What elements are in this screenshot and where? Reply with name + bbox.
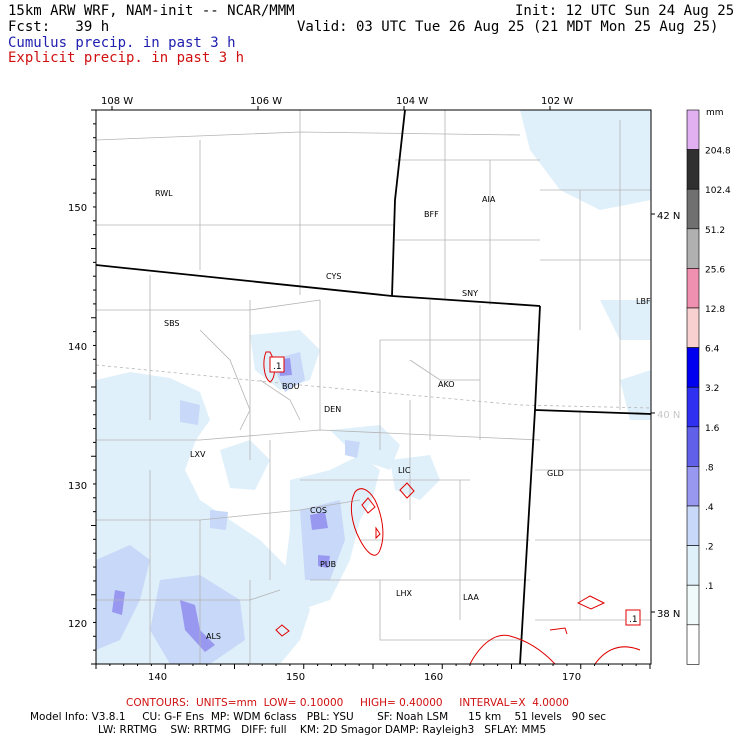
station-label: RWL [155, 189, 173, 198]
colorbar-label: .1 [705, 582, 714, 592]
grid-y-label: 150 [68, 203, 87, 214]
model-physics: LW: RRTMG SW: RRTMG DIFF: full KM: 2D Sm… [98, 724, 547, 736]
colorbar-label: 1.6 [705, 424, 720, 434]
lon-label: 108 W [101, 96, 133, 107]
station-label: GLD [547, 469, 564, 478]
station-label: LXV [190, 450, 206, 459]
colorbar-swatch [686, 347, 700, 388]
colorbar-label: 3.2 [705, 384, 719, 394]
colorbar-label: .2 [705, 543, 714, 553]
colorbar-label: 102.4 [705, 186, 731, 196]
station-label: AKO [438, 380, 455, 389]
station-label: ALS [206, 632, 221, 641]
colorbar-swatch [686, 109, 700, 150]
lat-label: 42 N [657, 211, 680, 222]
lat-label: 38 N [657, 609, 680, 620]
contour-label: .1 [273, 362, 282, 372]
grid-y-label: 130 [68, 481, 87, 492]
colorbar [686, 109, 700, 665]
station-label: DEN [324, 405, 341, 414]
init-time: Init: 12 UTC Sun 24 Aug 25 [515, 3, 735, 19]
station-label: LBF [636, 297, 651, 306]
station-label: SBS [164, 319, 180, 328]
grid-x-label: 140 [148, 672, 167, 683]
colorbar-swatch [686, 584, 700, 626]
grid-y-label: 120 [68, 619, 87, 630]
cumulus-legend: Cumulus precip. in past 3 h [8, 35, 236, 51]
station-label: LHX [396, 589, 412, 598]
grid-x-label: 160 [424, 672, 443, 683]
contour-info: CONTOURS: UNITS=mm LOW= 0.10000 HIGH= 0.… [126, 697, 569, 709]
colorbar-label: 51.2 [705, 226, 725, 236]
colorbar-swatch [686, 386, 700, 428]
colorbar-swatch [686, 307, 700, 348]
axis-ticks [91, 106, 655, 669]
station-label: AIA [482, 195, 496, 204]
station-label: PUB [320, 560, 336, 569]
colorbar-label: .8 [705, 463, 714, 473]
explicit-legend: Explicit precip. in past 3 h [8, 50, 245, 66]
colorbar-swatch [686, 466, 700, 507]
contour-label: .1 [629, 615, 638, 625]
lon-label: 102 W [541, 96, 573, 107]
station-label: LAA [463, 593, 479, 602]
grid-x-label: 170 [562, 672, 581, 683]
grid-y-label: 140 [68, 342, 87, 353]
lat-label: 40 N [657, 410, 680, 421]
lon-label: 104 W [396, 96, 428, 107]
colorbar-label: 25.6 [705, 265, 725, 275]
colorbar-unit: mm [706, 108, 724, 118]
map-borders [96, 110, 651, 664]
colorbar-label: 204.8 [705, 147, 731, 157]
colorbar-swatch [686, 188, 700, 230]
station-label: SNY [462, 289, 478, 298]
colorbar-swatch [686, 545, 700, 586]
colorbar-swatch [686, 268, 700, 309]
station-label: BOU [282, 382, 300, 391]
contour-label-boxes: .1 .1 [269, 356, 641, 626]
colorbar-swatch [686, 149, 700, 190]
colorbar-label: .4 [705, 503, 714, 513]
forecast-hour: Fcst: 39 h [8, 19, 110, 35]
station-label: COS [310, 506, 327, 515]
station-label: LIC [398, 466, 411, 475]
colorbar-label: 6.4 [705, 345, 720, 355]
station-label: BFF [424, 210, 439, 219]
colorbar-label: 12.8 [705, 305, 725, 315]
lon-label: 106 W [250, 96, 282, 107]
colorbar-swatch [686, 228, 700, 269]
station-label: CYS [326, 272, 341, 281]
valid-time: Valid: 03 UTC Tue 26 Aug 25 (21 MDT Mon … [297, 19, 719, 35]
grid-x-label: 150 [286, 672, 305, 683]
model-title: 15km ARW WRF, NAM-init -- NCAR/MMM [8, 3, 295, 19]
model-info: Model Info: V3.8.1 CU: G-F Ens MP: WDM 6… [30, 711, 607, 723]
colorbar-swatch [686, 426, 700, 467]
precip-fill [96, 110, 651, 664]
colorbar-swatch [686, 624, 700, 665]
colorbar-swatch [686, 505, 700, 546]
